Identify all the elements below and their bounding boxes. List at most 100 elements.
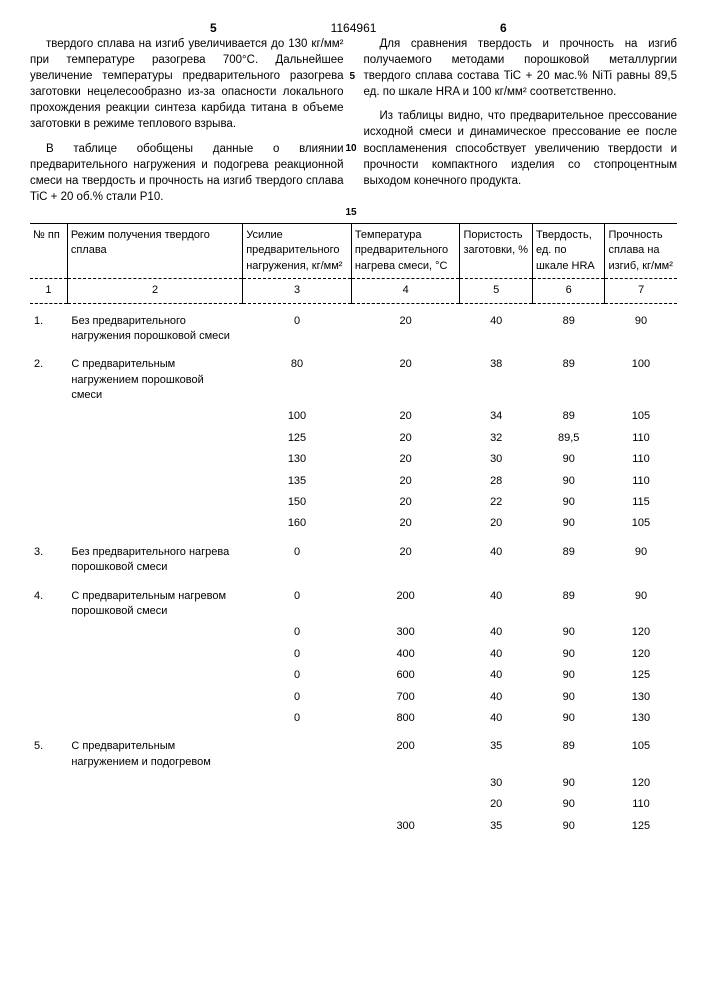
cell-strength: 110 (605, 471, 677, 492)
cell-force: 0 (243, 665, 352, 686)
cell-hardness: 89 (532, 406, 605, 427)
cell-desc (67, 622, 242, 643)
cell-idx (30, 406, 67, 427)
cell-desc (67, 449, 242, 470)
cell-hardness: 90 (532, 816, 605, 837)
cell-force: 0 (243, 535, 352, 579)
cell-temp (351, 794, 460, 815)
cell-desc: Без предварительного нагрева порошковой … (67, 535, 242, 579)
cell-strength: 130 (605, 687, 677, 708)
cell-idx (30, 708, 67, 729)
cell-desc (67, 816, 242, 837)
right-para-1: Для сравнения твердость и прочность на и… (364, 36, 678, 100)
cell-strength: 125 (605, 665, 677, 686)
cell-force: 160 (243, 513, 352, 534)
cell-idx (30, 513, 67, 534)
cell-desc: С предварительным нагружением и подогрев… (67, 729, 242, 773)
th-temp: Температура предварительного нагрева сме… (351, 223, 460, 278)
header-row: 5 1164961 6 (30, 20, 677, 36)
cell-strength: 100 (605, 347, 677, 406)
cell-strength: 120 (605, 773, 677, 794)
cell-strength: 120 (605, 622, 677, 643)
table-row: 04004090120 (30, 644, 677, 665)
cell-force: 150 (243, 492, 352, 513)
cell-desc (67, 665, 242, 686)
cell-porosity: 40 (460, 665, 533, 686)
cell-desc (67, 471, 242, 492)
cell-force: 0 (243, 644, 352, 665)
cell-porosity: 40 (460, 622, 533, 643)
cell-porosity: 40 (460, 644, 533, 665)
cell-hardness: 90 (532, 471, 605, 492)
cell-force: 0 (243, 687, 352, 708)
cell-desc (67, 406, 242, 427)
cell-force: 135 (243, 471, 352, 492)
cell-force (243, 773, 352, 794)
cell-hardness: 90 (532, 708, 605, 729)
table-row: 4.С предварительным нагревом порошковой … (30, 579, 677, 623)
cell-idx: 5. (30, 729, 67, 773)
cell-idx (30, 492, 67, 513)
th-strength: Прочность сплава на изгиб, кг/мм² (605, 223, 677, 278)
cell-desc (67, 492, 242, 513)
cell-desc (67, 428, 242, 449)
cell-desc (67, 644, 242, 665)
cell-temp: 200 (351, 729, 460, 773)
cell-idx (30, 622, 67, 643)
table-row: 08004090130 (30, 708, 677, 729)
left-para-1: твердого сплава на изгиб увеличивается д… (30, 36, 344, 133)
th-hardness: Твердость, ед. по шкале HRA (532, 223, 605, 278)
header-row: № пп Режим получения твердого сплава Уси… (30, 223, 677, 278)
table-body: 1.Без предварительного нагружения порошк… (30, 303, 677, 837)
cell-temp: 20 (351, 449, 460, 470)
cell-temp: 20 (351, 428, 460, 449)
cell-porosity: 22 (460, 492, 533, 513)
cell-temp: 20 (351, 513, 460, 534)
cell-porosity: 28 (460, 471, 533, 492)
th-mode: Режим получения твердого сплава (67, 223, 242, 278)
cell-porosity: 40 (460, 708, 533, 729)
cell-strength: 90 (605, 579, 677, 623)
cell-porosity: 40 (460, 535, 533, 579)
cell-desc: С предварительным нагружением порошковой… (67, 347, 242, 406)
cell-idx (30, 816, 67, 837)
th-force: Усилие предварительного нагружения, кг/м… (243, 223, 352, 278)
cell-temp (351, 773, 460, 794)
cell-force: 0 (243, 622, 352, 643)
cell-desc (67, 687, 242, 708)
doc-number: 1164961 (331, 20, 377, 37)
left-column: твердого сплава на изгиб увеличивается д… (30, 36, 344, 213)
cell-idx (30, 794, 67, 815)
cell-temp: 20 (351, 535, 460, 579)
cell-porosity: 40 (460, 687, 533, 708)
cell-force: 100 (243, 406, 352, 427)
cell-strength: 105 (605, 513, 677, 534)
right-col-number: 6 (500, 20, 507, 37)
cell-hardness: 90 (532, 687, 605, 708)
cell-idx: 3. (30, 535, 67, 579)
cell-desc: С предварительным нагревом порошковой см… (67, 579, 242, 623)
table-row: 3003590125 (30, 816, 677, 837)
cell-hardness: 89 (532, 535, 605, 579)
cell-strength: 120 (605, 644, 677, 665)
text-columns: твердого сплава на изгиб увеличивается д… (30, 36, 677, 213)
table-row: 03004090120 (30, 622, 677, 643)
line-marker-5: 5 (350, 70, 356, 84)
cell-hardness: 90 (532, 644, 605, 665)
cell-strength: 110 (605, 428, 677, 449)
cell-temp: 20 (351, 406, 460, 427)
table-row: 5.С предварительным нагружением и подогр… (30, 729, 677, 773)
cell-idx (30, 471, 67, 492)
table-row: 150202290115 (30, 492, 677, 513)
table-row: 2090110 (30, 794, 677, 815)
nr-3: 3 (243, 279, 352, 303)
cell-hardness: 90 (532, 622, 605, 643)
table-row: 07004090130 (30, 687, 677, 708)
data-table: № пп Режим получения твердого сплава Уси… (30, 223, 677, 837)
cell-porosity: 35 (460, 729, 533, 773)
cell-porosity: 34 (460, 406, 533, 427)
nr-1: 1 (30, 279, 67, 303)
nr-7: 7 (605, 279, 677, 303)
cell-force (243, 794, 352, 815)
cell-force: 130 (243, 449, 352, 470)
